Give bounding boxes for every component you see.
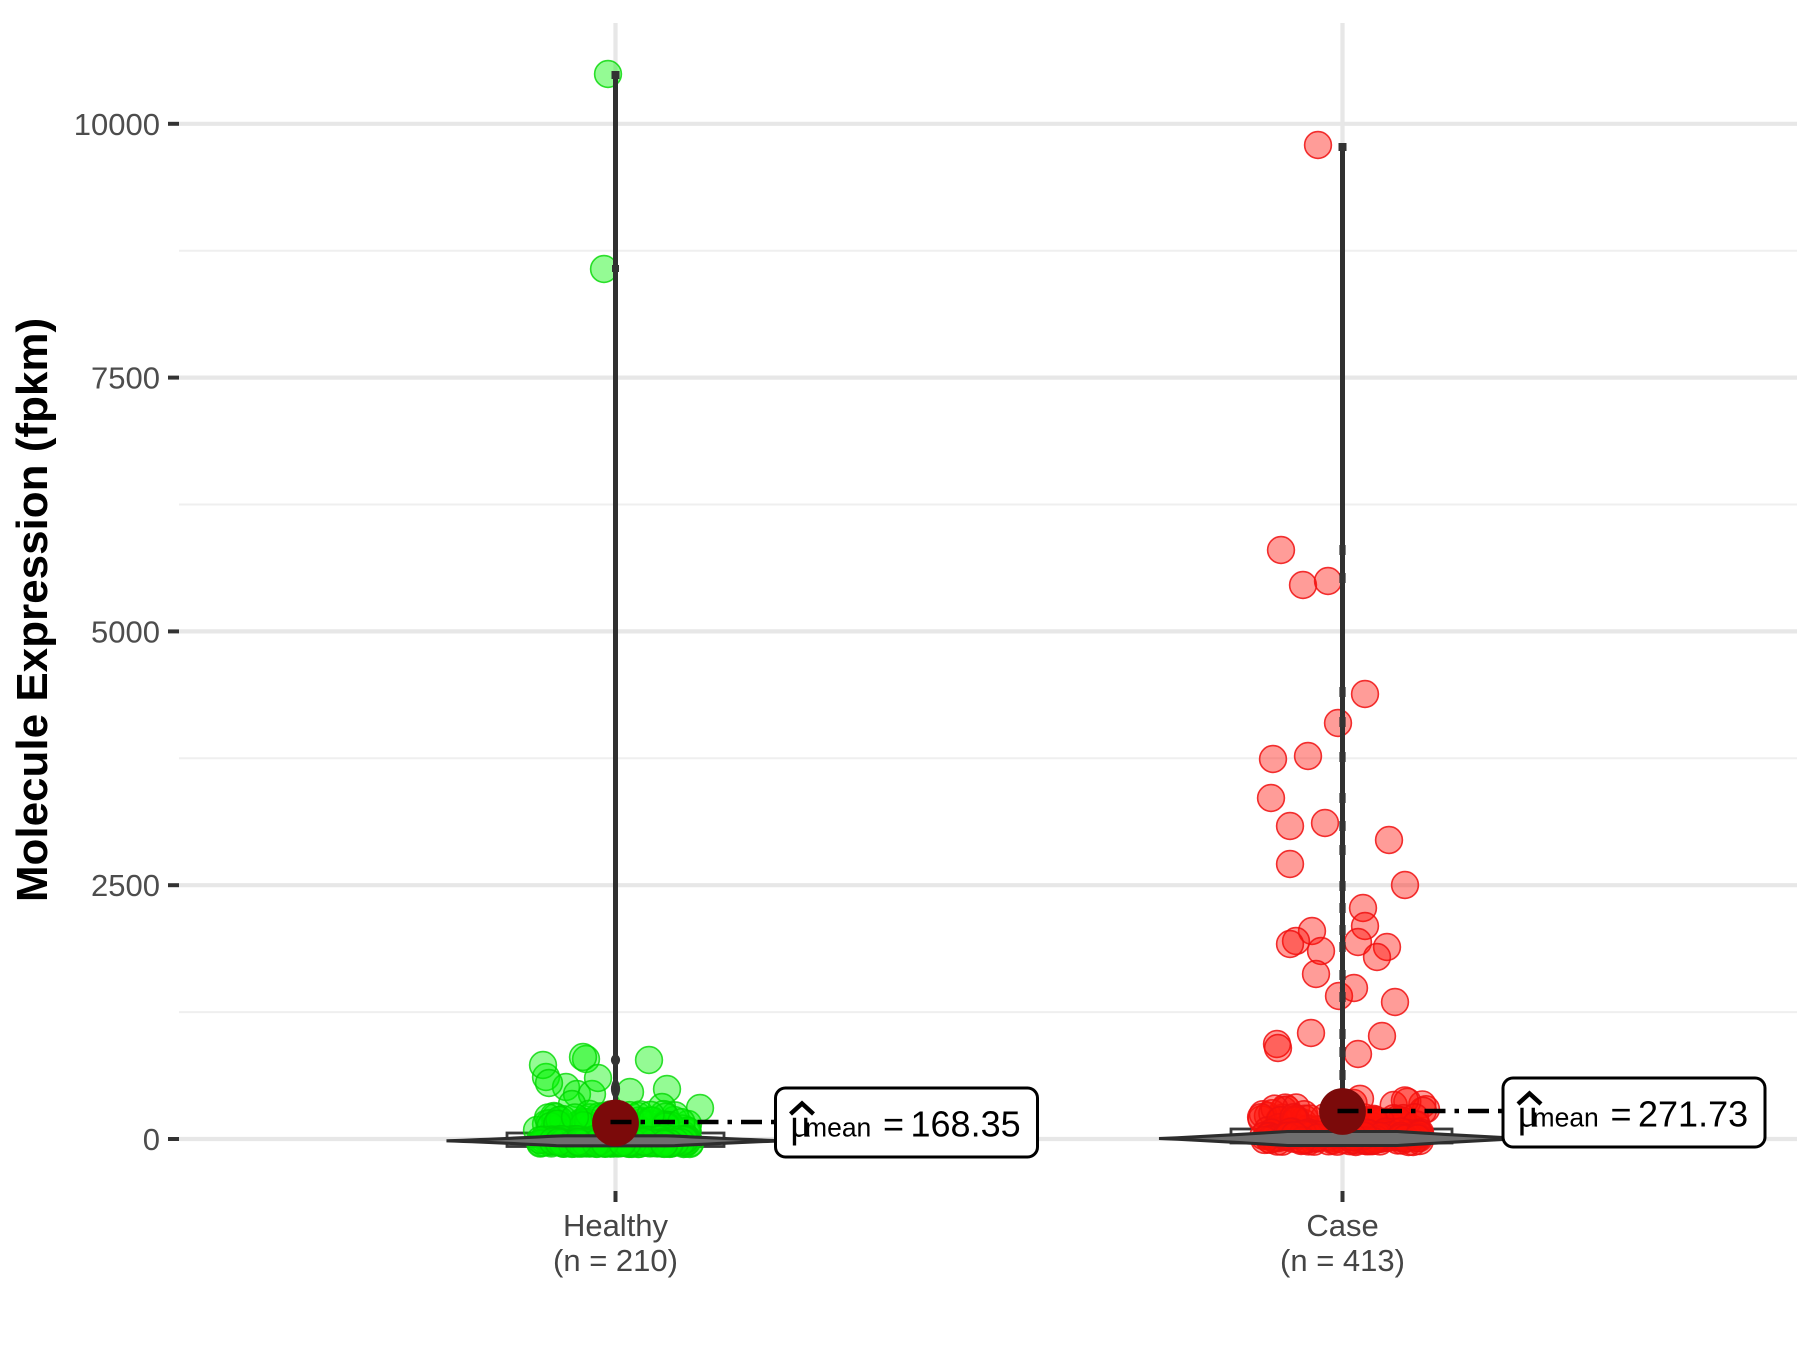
svg-text:mean: mean: [805, 1113, 871, 1143]
svg-text:(n = 413): (n = 413): [1280, 1243, 1405, 1278]
svg-text:Healthy: Healthy: [563, 1208, 669, 1243]
svg-text:2500: 2500: [91, 868, 160, 903]
svg-text:7500: 7500: [91, 361, 160, 396]
svg-text:10000: 10000: [74, 107, 160, 142]
svg-text:(n = 210): (n = 210): [553, 1243, 678, 1278]
svg-text:=: =: [1611, 1094, 1632, 1135]
svg-text:271.73: 271.73: [1638, 1094, 1748, 1135]
svg-text:Molecule Expression (fpkm): Molecule Expression (fpkm): [8, 318, 57, 902]
svg-text:mean: mean: [1533, 1103, 1599, 1133]
svg-text:Case: Case: [1306, 1208, 1378, 1243]
svg-text:168.35: 168.35: [911, 1104, 1021, 1145]
svg-text:5000: 5000: [91, 614, 160, 649]
svg-text:=: =: [883, 1104, 904, 1145]
svg-text:0: 0: [143, 1122, 160, 1157]
